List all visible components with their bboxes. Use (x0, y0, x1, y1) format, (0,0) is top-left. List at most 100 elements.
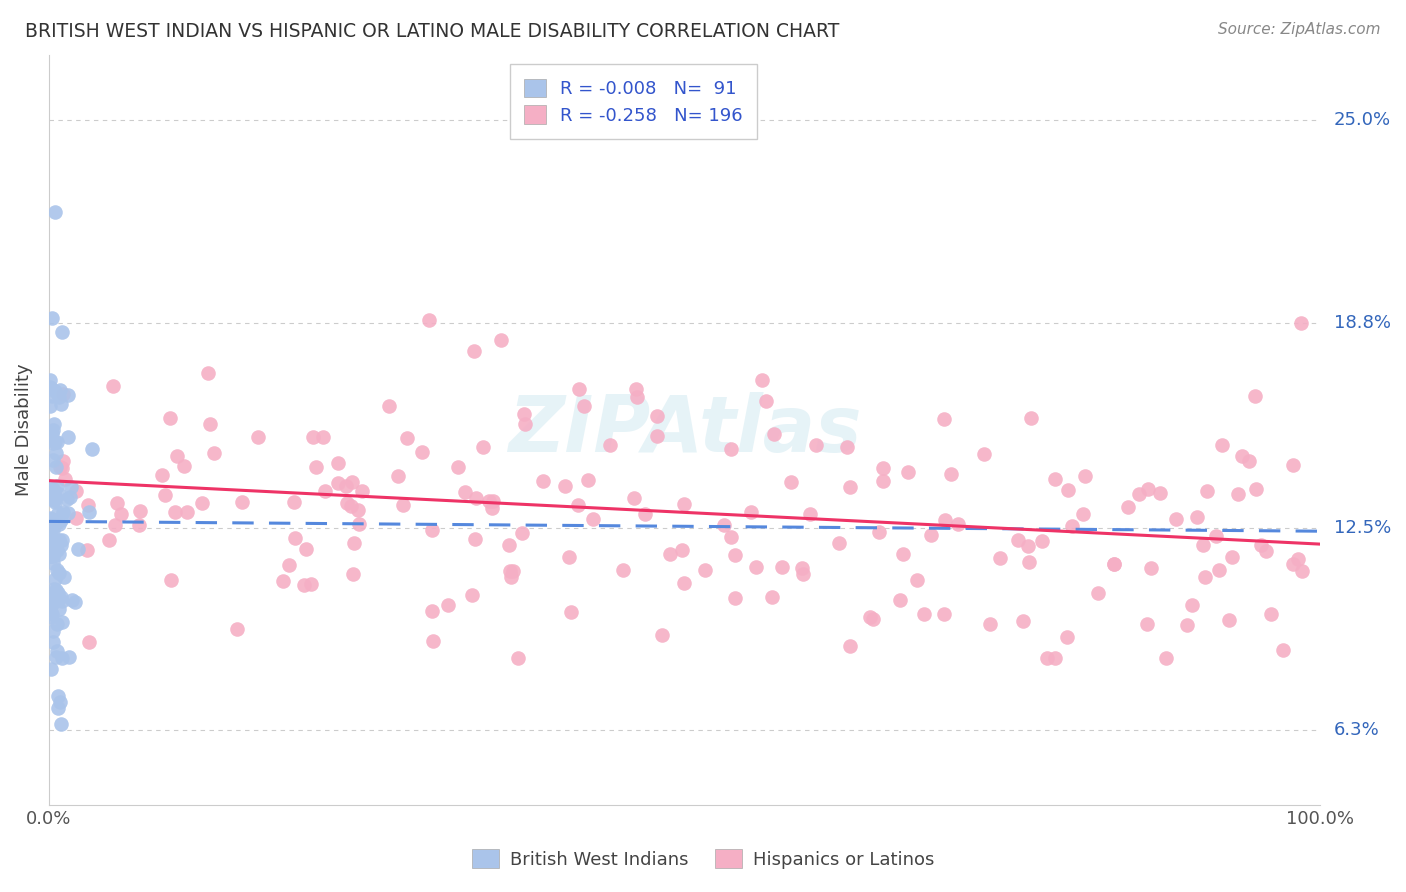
Point (762, 427, 785, 442)
Point (44, 384, 66, 399)
Point (859, 610, 882, 624)
Point (39, 533, 62, 548)
Point (176, 505, 198, 519)
Point (396, 431, 419, 445)
Point (110, 508, 132, 522)
Point (1056, 630, 1078, 644)
Point (465, 491, 488, 505)
Point (599, 438, 621, 452)
Point (45, 649, 67, 664)
Point (463, 343, 485, 358)
Point (46, 506, 69, 520)
Point (751, 373, 773, 387)
Point (278, 558, 301, 573)
Point (271, 574, 294, 588)
Point (284, 531, 307, 545)
Point (103, 517, 125, 532)
Point (39, 549, 62, 564)
Point (1250, 538, 1272, 552)
Point (1237, 454, 1260, 468)
Point (478, 493, 501, 508)
Point (314, 484, 336, 499)
Point (1128, 487, 1150, 501)
Point (946, 517, 969, 532)
Point (45, 583, 67, 598)
Point (283, 495, 305, 509)
Point (98, 533, 121, 548)
Point (862, 612, 884, 626)
Point (891, 548, 914, 562)
Point (558, 549, 581, 564)
Point (44, 495, 66, 509)
Point (574, 399, 596, 413)
Point (745, 560, 768, 574)
Point (506, 651, 529, 665)
Point (59, 479, 82, 493)
Point (1211, 437, 1233, 451)
Point (1218, 613, 1240, 627)
Point (502, 565, 524, 579)
Point (56, 388, 79, 402)
Point (1208, 563, 1230, 577)
Point (582, 512, 605, 526)
Point (163, 504, 186, 518)
Point (1260, 607, 1282, 621)
Point (44, 417, 66, 431)
Point (1164, 512, 1187, 526)
Point (723, 591, 745, 605)
Point (302, 430, 325, 444)
Point (973, 447, 995, 461)
Point (60, 592, 83, 607)
Point (510, 526, 533, 541)
Point (828, 536, 851, 550)
Point (51, 651, 73, 665)
Point (1220, 549, 1243, 564)
Point (45, 460, 67, 475)
Point (1289, 316, 1312, 330)
Point (46, 644, 69, 658)
Point (41, 635, 63, 649)
Point (299, 577, 322, 591)
Point (200, 417, 222, 431)
Point (159, 411, 181, 425)
Point (464, 532, 486, 546)
Point (1282, 458, 1305, 472)
Point (51, 533, 73, 547)
Point (672, 576, 695, 591)
Point (347, 516, 370, 531)
Point (48, 566, 70, 580)
Point (567, 498, 589, 512)
Point (42, 424, 65, 438)
Point (231, 495, 253, 509)
Point (49, 397, 72, 411)
Point (1135, 617, 1157, 632)
Point (48, 487, 70, 501)
Point (326, 456, 349, 470)
Point (1291, 564, 1313, 578)
Point (979, 616, 1001, 631)
Point (48, 390, 70, 404)
Point (58, 429, 80, 443)
Point (340, 499, 363, 513)
Point (52, 454, 75, 468)
Point (1175, 618, 1198, 632)
Point (56, 507, 79, 521)
Point (77, 504, 100, 518)
Point (326, 476, 349, 491)
Point (460, 589, 482, 603)
Point (65, 511, 87, 525)
Point (531, 474, 554, 488)
Point (454, 485, 477, 500)
Point (1205, 529, 1227, 543)
Legend: R = -0.008   N=  91, R = -0.258   N= 196: R = -0.008 N= 91, R = -0.258 N= 196 (510, 64, 758, 139)
Point (45, 616, 67, 631)
Point (39, 380, 62, 394)
Point (792, 567, 814, 582)
Point (1149, 486, 1171, 500)
Point (612, 564, 634, 578)
Point (55, 492, 77, 507)
Point (247, 430, 270, 444)
Point (1007, 533, 1029, 547)
Point (335, 479, 357, 493)
Point (305, 460, 328, 475)
